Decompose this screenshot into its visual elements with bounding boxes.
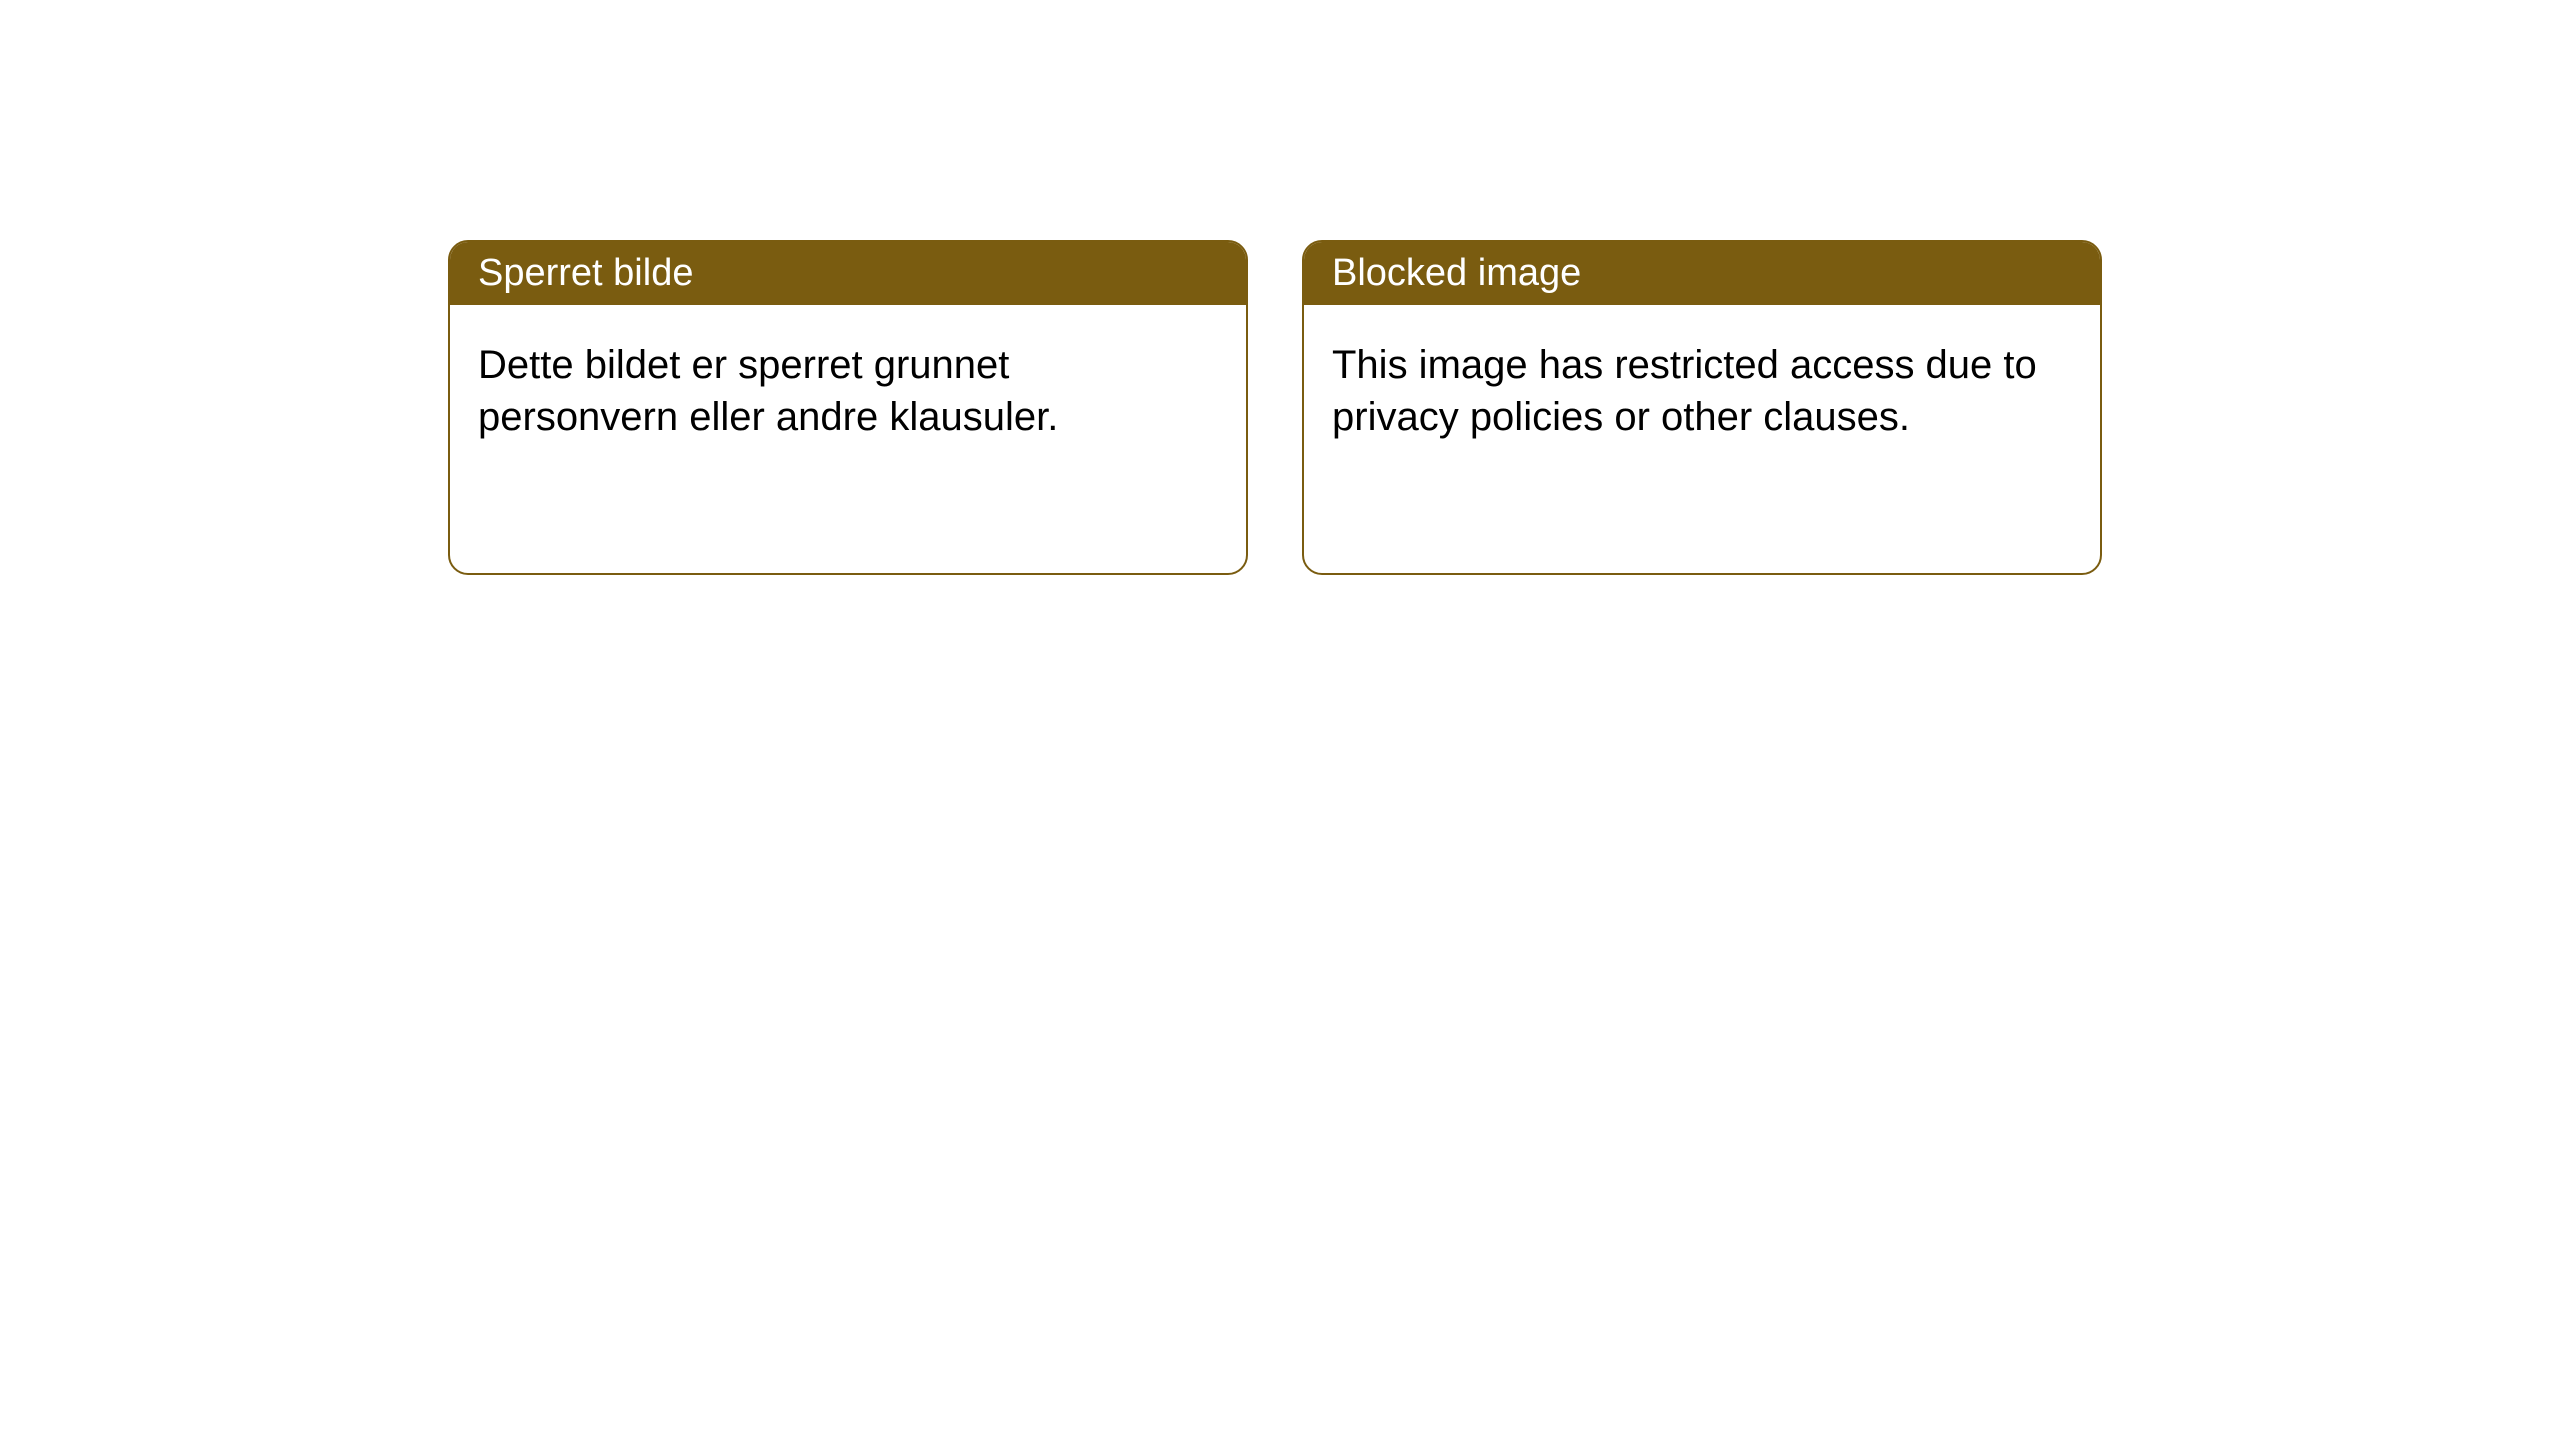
card-header-en: Blocked image — [1304, 242, 2100, 305]
card-body-no: Dette bildet er sperret grunnet personve… — [450, 305, 1246, 477]
card-title-en: Blocked image — [1332, 252, 1581, 294]
notice-container: Sperret bilde Dette bildet er sperret gr… — [0, 0, 2560, 575]
card-text-no: Dette bildet er sperret grunnet personve… — [478, 343, 1058, 439]
card-title-no: Sperret bilde — [478, 252, 693, 294]
card-header-no: Sperret bilde — [450, 242, 1246, 305]
blocked-image-card-en: Blocked image This image has restricted … — [1302, 240, 2102, 575]
blocked-image-card-no: Sperret bilde Dette bildet er sperret gr… — [448, 240, 1248, 575]
card-text-en: This image has restricted access due to … — [1332, 343, 2037, 439]
card-body-en: This image has restricted access due to … — [1304, 305, 2100, 477]
